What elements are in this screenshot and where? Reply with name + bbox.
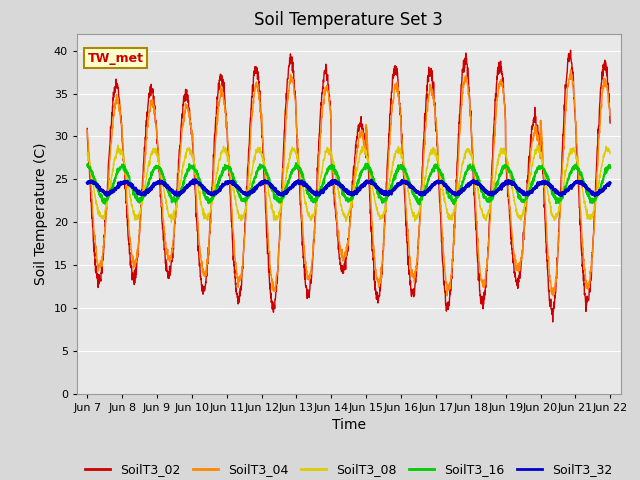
SoilT3_08 (561, 178, 568, 184)
SoilT3_04 (575, 177, 582, 183)
SoilT3_16 (292, 160, 300, 166)
SoilT3_32 (501, 181, 509, 187)
SoilT3_02 (500, 98, 508, 104)
SoilT3_16 (229, 171, 237, 177)
SoilT3_02 (560, 109, 568, 115)
SoilT3_04 (364, 140, 371, 146)
SoilT3_02 (375, 294, 383, 300)
Line: SoilT3_16: SoilT3_16 (87, 163, 610, 204)
SoilT3_16 (606, 165, 614, 170)
SoilT3_04 (560, 137, 568, 143)
Line: SoilT3_02: SoilT3_02 (87, 50, 610, 322)
SoilT3_32 (279, 193, 287, 199)
SoilT3_04 (549, 293, 557, 299)
SoilT3_04 (500, 100, 508, 106)
Y-axis label: Soil Temperature (C): Soil Temperature (C) (34, 143, 48, 285)
SoilT3_02 (83, 126, 91, 132)
SoilT3_08 (230, 186, 237, 192)
SoilT3_32 (191, 177, 199, 182)
SoilT3_16 (415, 202, 423, 207)
SoilT3_02 (567, 48, 575, 53)
SoilT3_04 (229, 227, 237, 232)
SoilT3_08 (83, 152, 91, 157)
SoilT3_32 (83, 180, 91, 186)
SoilT3_02 (606, 120, 614, 126)
SoilT3_02 (575, 191, 582, 196)
SoilT3_08 (364, 159, 372, 165)
SoilT3_16 (501, 163, 509, 168)
Title: Soil Temperature Set 3: Soil Temperature Set 3 (254, 11, 444, 29)
SoilT3_32 (230, 180, 237, 186)
SoilT3_08 (168, 219, 175, 225)
SoilT3_08 (376, 213, 383, 219)
SoilT3_32 (561, 190, 568, 195)
SoilT3_16 (83, 163, 91, 168)
Line: SoilT3_04: SoilT3_04 (87, 69, 610, 296)
SoilT3_08 (575, 166, 582, 172)
SoilT3_16 (561, 187, 568, 193)
SoilT3_08 (501, 149, 509, 155)
SoilT3_16 (575, 168, 582, 173)
SoilT3_02 (229, 253, 237, 259)
SoilT3_04 (83, 127, 91, 133)
Line: SoilT3_08: SoilT3_08 (87, 145, 610, 222)
SoilT3_08 (606, 151, 614, 156)
SoilT3_04 (375, 279, 383, 285)
SoilT3_02 (364, 151, 371, 157)
Text: TW_met: TW_met (88, 51, 144, 65)
SoilT3_04 (606, 112, 614, 118)
SoilT3_32 (606, 180, 614, 186)
SoilT3_32 (575, 179, 582, 184)
SoilT3_02 (549, 319, 557, 325)
SoilT3_08 (114, 142, 122, 148)
SoilT3_32 (364, 179, 372, 185)
Legend: SoilT3_02, SoilT3_04, SoilT3_08, SoilT3_16, SoilT3_32: SoilT3_02, SoilT3_04, SoilT3_08, SoilT3_… (81, 458, 617, 480)
X-axis label: Time: Time (332, 418, 366, 432)
SoilT3_16 (375, 191, 383, 196)
SoilT3_16 (364, 163, 372, 169)
Line: SoilT3_32: SoilT3_32 (87, 180, 610, 196)
SoilT3_04 (567, 66, 575, 72)
SoilT3_32 (376, 187, 383, 192)
